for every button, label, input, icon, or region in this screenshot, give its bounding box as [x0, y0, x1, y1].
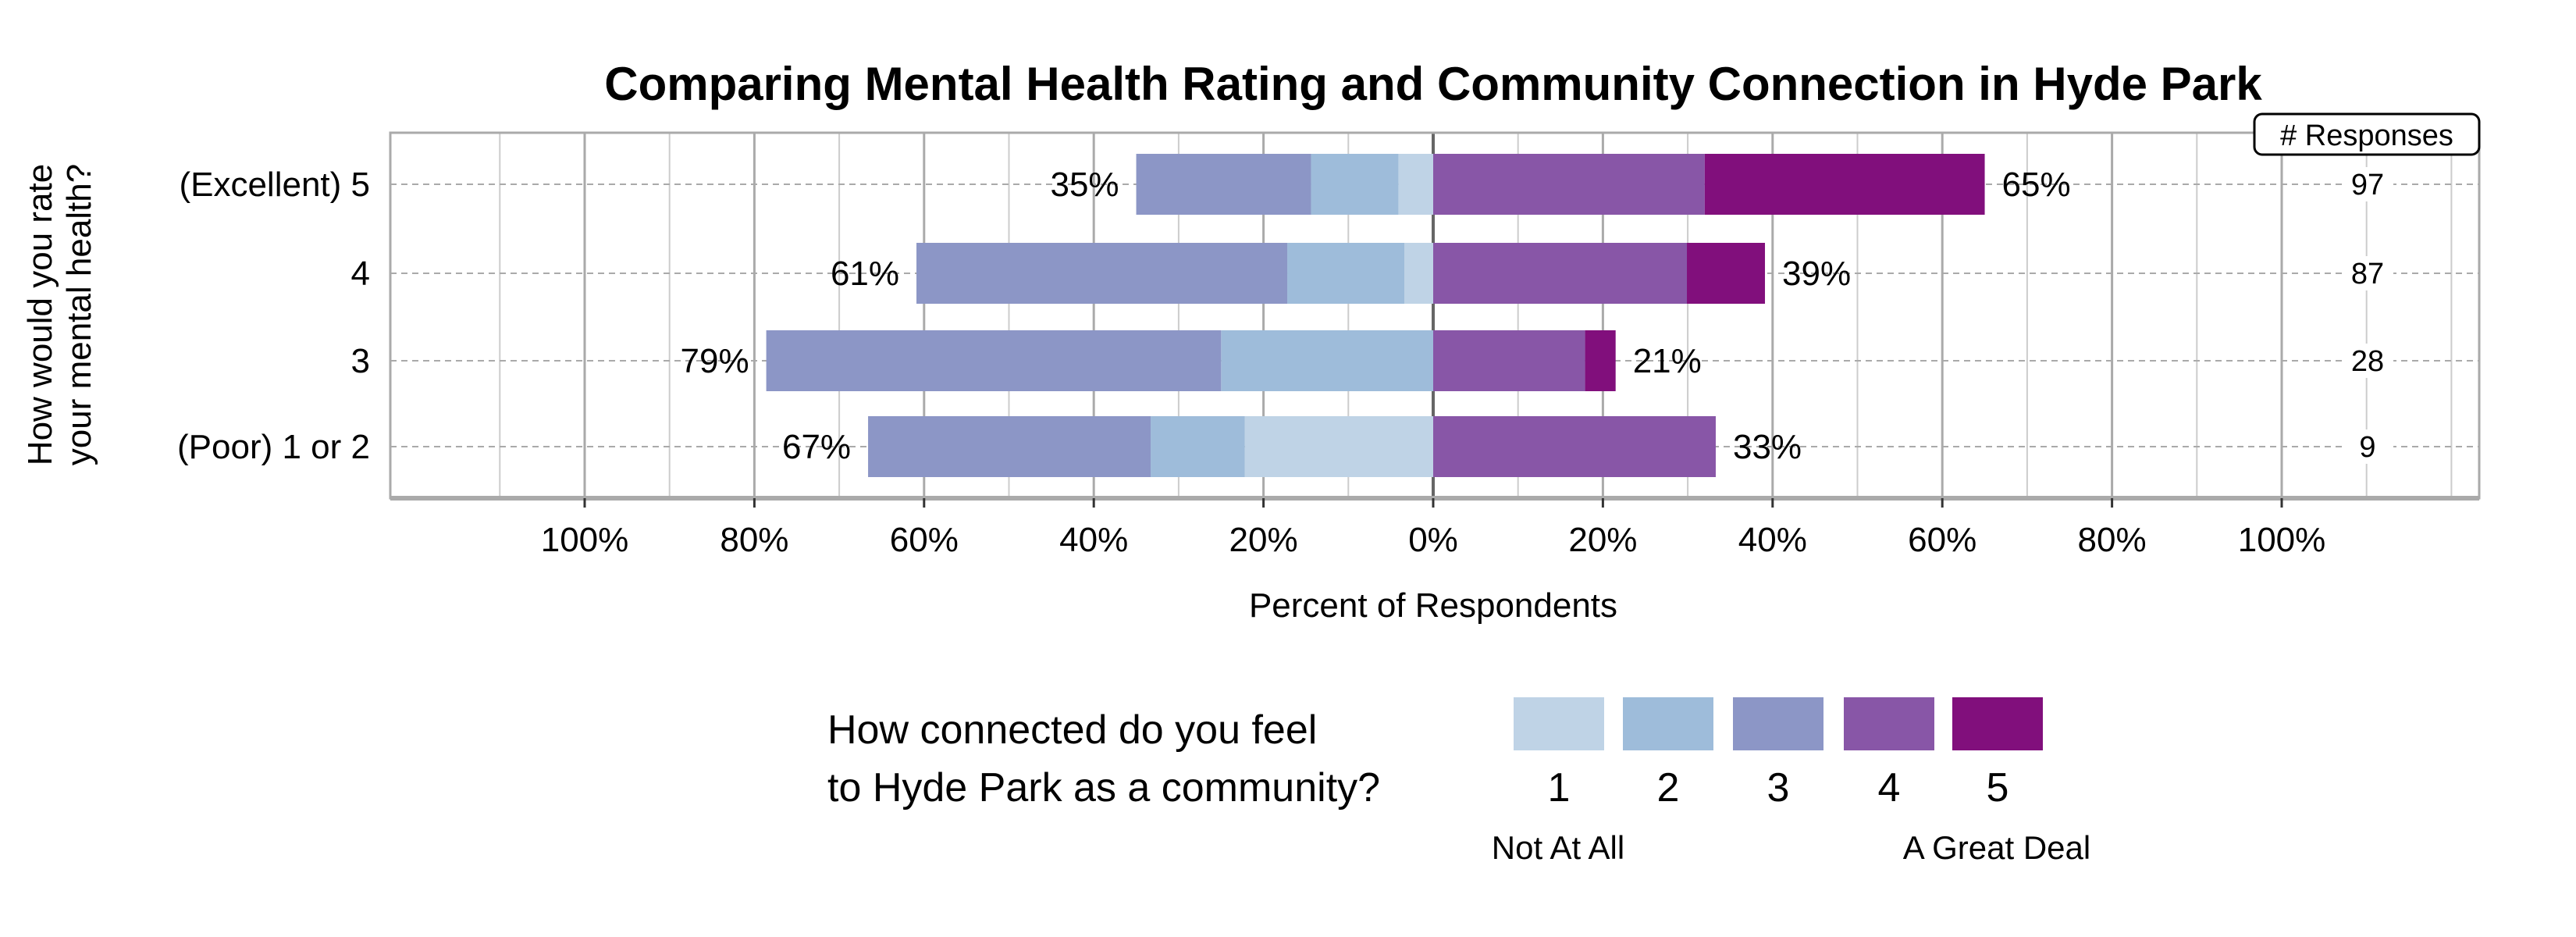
legend-swatch-1	[1514, 697, 1604, 750]
bar-segment-2	[1221, 330, 1433, 391]
bar-segment-3	[868, 416, 1151, 477]
x-tick-label: 60%	[1908, 521, 1976, 559]
x-tick-label: 20%	[1568, 521, 1637, 559]
legend-label: 5	[1987, 765, 2009, 811]
responses-header: # Responses	[2253, 112, 2481, 156]
bar-segment-4	[1433, 154, 1705, 215]
bar-segment-1	[1244, 416, 1433, 477]
x-tick-label: 80%	[2078, 521, 2147, 559]
labels: 100% 80% 60% 40% 20% 0% 20% 40% 60% 80% 100% (Excel…	[177, 166, 2393, 559]
x-tick-label: 100%	[541, 521, 629, 559]
bar-segment-4	[1433, 330, 1585, 391]
bar-segment-3	[1136, 154, 1311, 215]
right-total-label: 21%	[1633, 342, 1702, 380]
x-tick-label: 60%	[890, 521, 959, 559]
right-total-label: 65%	[2002, 166, 2071, 204]
bar-segment-2	[1311, 154, 1399, 215]
legend-label: 3	[1767, 765, 1790, 811]
response-count: 28	[2351, 345, 2384, 378]
bar-segment-3	[766, 330, 1222, 391]
x-tick-label: 0%	[1408, 521, 1458, 559]
response-count: 87	[2351, 258, 2384, 290]
bar-segment-4	[1433, 243, 1688, 304]
legend-high-label: A Great Deal	[1903, 829, 2090, 866]
left-total-label: 61%	[831, 255, 899, 293]
x-tick-label: 20%	[1229, 521, 1298, 559]
bar-segment-2	[1151, 416, 1245, 477]
legend-swatch-4	[1844, 697, 1934, 750]
right-total-label: 39%	[1782, 255, 1851, 293]
legend: How connected do you feel to Hyde Park a…	[827, 697, 2090, 866]
bar-segment-5	[1687, 243, 1766, 304]
left-total-label: 35%	[1050, 166, 1119, 204]
legend-swatch-2	[1623, 697, 1713, 750]
y-tick-label: (Poor) 1 or 2	[177, 428, 370, 466]
legend-swatch-5	[1952, 697, 2043, 750]
response-count-bg	[2342, 429, 2393, 464]
legend-swatch-3	[1733, 697, 1823, 750]
y-tick-label: 4	[351, 255, 370, 293]
x-tick-label: 40%	[1738, 521, 1807, 559]
response-count: 97	[2351, 169, 2384, 201]
response-count-bg	[2342, 167, 2393, 201]
bar-segment-4	[1433, 416, 1716, 477]
legend-label: 4	[1878, 765, 1901, 811]
bar-segment-2	[1287, 243, 1405, 304]
legend-low-label: Not At All	[1492, 829, 1624, 866]
legend-title-line-1: How connected do you feel	[827, 707, 1317, 753]
x-tick-label: 80%	[720, 521, 788, 559]
y-axis-title: How would you rateyour mental health?	[21, 164, 98, 465]
legend-title-line-2: to Hyde Park as a community?	[827, 765, 1380, 811]
response-count: 9	[2359, 431, 2375, 464]
bar-segment-5	[1704, 154, 1985, 215]
legend-label: 1	[1548, 765, 1571, 811]
responses-header-text: # Responses	[2280, 119, 2453, 152]
bar-segment-3	[916, 243, 1288, 304]
y-tick-label: 3	[351, 342, 370, 380]
bar-segment-5	[1585, 330, 1616, 391]
right-total-label: 33%	[1733, 428, 1802, 466]
left-total-label: 79%	[681, 342, 749, 380]
left-total-label: 67%	[782, 428, 851, 466]
response-count-bg	[2342, 344, 2393, 378]
chart-title: Comparing Mental Health Rating and Commu…	[604, 58, 2262, 110]
x-tick-label: 40%	[1059, 521, 1128, 559]
y-tick-label: (Excellent) 5	[179, 166, 370, 204]
x-tick-label: 100%	[2238, 521, 2326, 559]
bar-segment-1	[1404, 243, 1433, 304]
legend-label: 2	[1657, 765, 1680, 811]
response-count-bg	[2342, 256, 2393, 290]
x-axis-title: Percent of Respondents	[1249, 586, 1617, 625]
bars	[766, 154, 1985, 477]
bar-segment-1	[1398, 154, 1433, 215]
